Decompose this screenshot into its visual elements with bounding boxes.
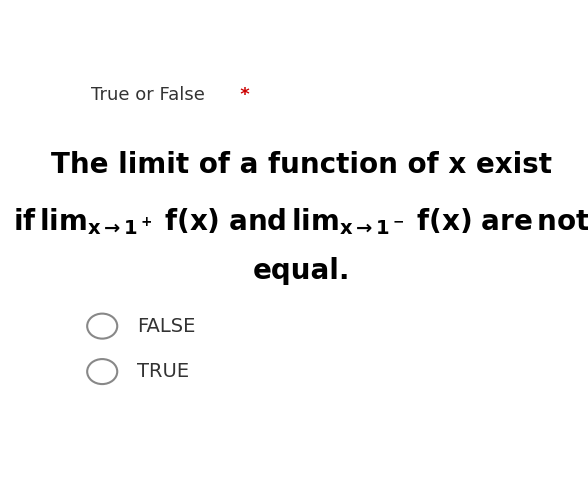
Text: The limit of a function of x exist: The limit of a function of x exist bbox=[51, 151, 552, 179]
Text: equal.: equal. bbox=[253, 257, 350, 285]
Text: FALSE: FALSE bbox=[137, 317, 196, 336]
Text: True or False: True or False bbox=[91, 86, 205, 103]
Text: $\mathbf{if\,lim}$$\mathbf{_{x\to1^+}}$ $\mathbf{f(x)}$ $\mathbf{and\,lim}$$\mat: $\mathbf{if\,lim}$$\mathbf{_{x\to1^+}}$ … bbox=[13, 207, 588, 237]
Text: *: * bbox=[235, 86, 250, 103]
Text: TRUE: TRUE bbox=[137, 362, 189, 381]
